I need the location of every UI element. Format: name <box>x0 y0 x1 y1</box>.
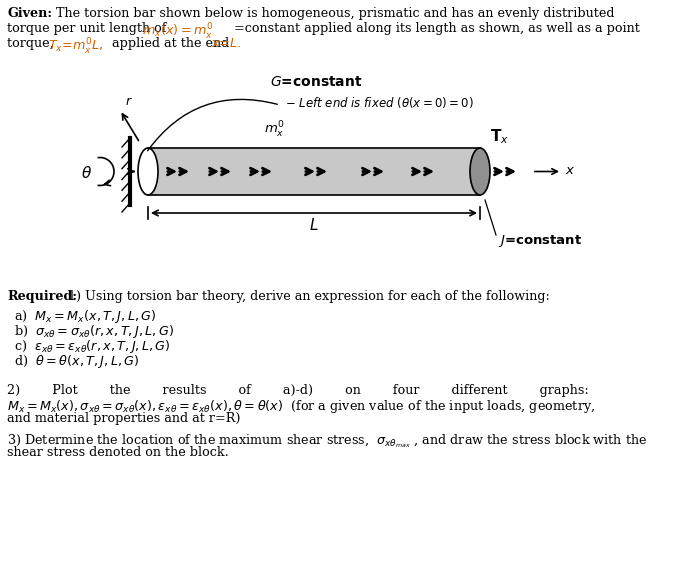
Text: b)  $\sigma_{x\theta} = \sigma_{x\theta}(r, x, T, J, L, G)$: b) $\sigma_{x\theta} = \sigma_{x\theta}(… <box>14 323 174 340</box>
Text: 2)        Plot        the        results        of        a)-d)        on       : 2) Plot the results of a)-d) on <box>7 384 589 397</box>
Text: 1) Using torsion bar theory, derive an expression for each of the following:: 1) Using torsion bar theory, derive an e… <box>64 290 550 303</box>
Text: shear stress denoted on the block.: shear stress denoted on the block. <box>7 446 229 459</box>
Text: $m_x^0$: $m_x^0$ <box>264 120 285 140</box>
Text: $L$: $L$ <box>309 217 319 233</box>
Text: $G$=constant: $G$=constant <box>270 75 363 89</box>
Text: The torsion bar shown below is homogeneous, prismatic and has an evenly distribu: The torsion bar shown below is homogeneo… <box>52 7 615 20</box>
Text: $m_x(x) = m_x^0$: $m_x(x) = m_x^0$ <box>142 22 213 42</box>
Text: $J$=constant: $J$=constant <box>498 233 582 249</box>
Text: $\theta$: $\theta$ <box>81 165 93 182</box>
Text: c)  $\varepsilon_{x\theta} = \varepsilon_{x\theta}(r, x, T, J, L, G)$: c) $\varepsilon_{x\theta} = \varepsilon_… <box>14 338 171 355</box>
Text: torque per unit length of: torque per unit length of <box>7 22 171 35</box>
Text: a)  $M_x = M_x(x, T, J, L, G)$: a) $M_x = M_x(x, T, J, L, G)$ <box>14 308 157 325</box>
Text: $\mathbf{T}_x$: $\mathbf{T}_x$ <box>490 127 509 146</box>
Text: $T_x$=$m^0_x$$L$,: $T_x$=$m^0_x$$L$, <box>48 37 103 57</box>
Ellipse shape <box>138 148 158 195</box>
Text: $r$: $r$ <box>125 95 133 108</box>
Ellipse shape <box>470 148 490 195</box>
Text: and material properties and at r=R): and material properties and at r=R) <box>7 412 241 425</box>
Text: $-$ Left end is fixed $(\theta(x{=}0){=}0)$: $-$ Left end is fixed $(\theta(x{=}0){=}… <box>285 95 474 110</box>
Text: 3) Determine the location of the maximum shear stress,  $\sigma_{x\theta_{max}}$: 3) Determine the location of the maximum… <box>7 432 647 450</box>
Text: d)  $\theta = \theta(x, T, J, L, G)$: d) $\theta = \theta(x, T, J, L, G)$ <box>14 353 139 370</box>
Bar <box>148 148 480 195</box>
Text: Given:: Given: <box>7 7 52 20</box>
Text: applied at the end: applied at the end <box>108 37 233 50</box>
Text: torque,: torque, <box>7 37 58 50</box>
Text: $x$=$L$.: $x$=$L$. <box>211 37 242 50</box>
Text: $x$: $x$ <box>565 164 576 177</box>
Text: =constant applied along its length as shown, as well as a point: =constant applied along its length as sh… <box>234 22 640 35</box>
Text: Required:: Required: <box>7 290 77 303</box>
Text: $M_x = M_x(x), \sigma_{x\theta} = \sigma_{x\theta}(x), \varepsilon_{x\theta} = \: $M_x = M_x(x), \sigma_{x\theta} = \sigma… <box>7 398 595 415</box>
